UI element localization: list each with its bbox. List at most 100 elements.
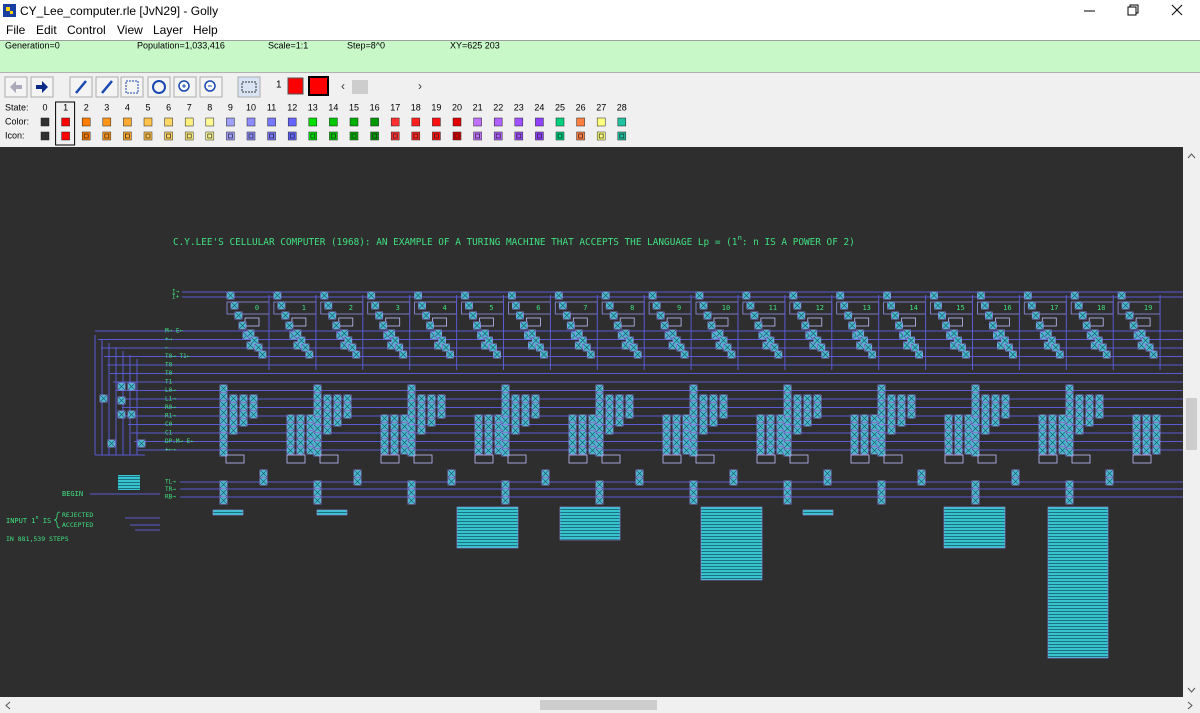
- state-number[interactable]: 11: [267, 102, 276, 112]
- state-number[interactable]: 13: [308, 102, 318, 112]
- state-color[interactable]: [370, 117, 379, 127]
- state-icon[interactable]: [164, 131, 173, 141]
- state-color[interactable]: [143, 117, 153, 127]
- state-color[interactable]: [617, 117, 627, 127]
- menu-item[interactable]: Help: [193, 23, 218, 37]
- state-icon[interactable]: [246, 131, 256, 141]
- state-icon[interactable]: [226, 131, 235, 141]
- state-icon[interactable]: [123, 131, 132, 141]
- state-number[interactable]: 28: [617, 102, 627, 112]
- state-color[interactable]: [123, 117, 132, 127]
- state-icon[interactable]: [514, 131, 524, 141]
- state-number[interactable]: 6: [166, 102, 171, 112]
- menu-item[interactable]: File: [6, 23, 26, 37]
- state-number[interactable]: 27: [596, 102, 606, 112]
- pick-tool[interactable]: [95, 76, 119, 98]
- state-number[interactable]: 3: [104, 102, 109, 112]
- state-number[interactable]: 8: [207, 102, 212, 112]
- state-icon[interactable]: [535, 131, 544, 141]
- state-number[interactable]: 0: [42, 102, 47, 112]
- scroll-down[interactable]: [1187, 687, 1196, 693]
- state-number[interactable]: 18: [411, 102, 421, 112]
- state-number[interactable]: 12: [287, 102, 297, 112]
- menu-item[interactable]: Layer: [153, 23, 183, 37]
- state-icon[interactable]: [576, 131, 585, 141]
- state-color[interactable]: [267, 117, 276, 127]
- show-states-button[interactable]: [237, 76, 261, 98]
- state-icon[interactable]: [555, 131, 565, 141]
- state-number[interactable]: 21: [473, 102, 483, 112]
- state-icon[interactable]: [493, 131, 503, 141]
- state-scroll-thumb[interactable]: [352, 80, 368, 94]
- state-number[interactable]: 7: [187, 102, 192, 112]
- state-color[interactable]: [535, 117, 544, 127]
- state-icon[interactable]: [329, 131, 338, 141]
- state-number[interactable]: 17: [390, 102, 400, 112]
- state-number[interactable]: 15: [349, 102, 359, 112]
- state-icon[interactable]: [473, 131, 482, 141]
- state-icon[interactable]: [102, 131, 112, 141]
- draw-state-swatch[interactable]: [287, 77, 304, 95]
- state-number[interactable]: 10: [246, 102, 256, 112]
- scroll-up[interactable]: [1187, 153, 1196, 159]
- state-number[interactable]: 25: [555, 102, 565, 112]
- selected-state-swatch[interactable]: [308, 76, 329, 96]
- state-color[interactable]: [308, 117, 318, 127]
- state-icon[interactable]: [308, 131, 318, 141]
- scroll-left-arrow[interactable]: [5, 701, 11, 710]
- state-color[interactable]: [40, 117, 50, 127]
- horizontal-scroll-thumb[interactable]: [540, 700, 657, 710]
- state-number[interactable]: 24: [534, 102, 544, 112]
- state-icon[interactable]: [205, 131, 215, 141]
- state-color[interactable]: [184, 117, 194, 127]
- restore-button[interactable]: [1127, 4, 1139, 16]
- state-number[interactable]: 5: [145, 102, 150, 112]
- state-number[interactable]: 19: [431, 102, 441, 112]
- select-tool[interactable]: [120, 76, 144, 98]
- state-color[interactable]: [164, 117, 173, 127]
- state-color[interactable]: [473, 117, 482, 127]
- scroll-right[interactable]: ›: [418, 79, 422, 93]
- state-color[interactable]: [432, 117, 441, 127]
- state-color[interactable]: [390, 117, 400, 127]
- state-icon[interactable]: [267, 131, 276, 141]
- vertical-scroll-thumb[interactable]: [1186, 398, 1197, 450]
- state-number[interactable]: 22: [493, 102, 503, 112]
- state-number[interactable]: 23: [514, 102, 524, 112]
- state-icon[interactable]: [596, 131, 606, 141]
- forward-button[interactable]: [30, 76, 54, 98]
- state-number[interactable]: 2: [84, 102, 89, 112]
- state-number[interactable]: 16: [370, 102, 380, 112]
- state-color[interactable]: [61, 117, 70, 127]
- state-icon[interactable]: [81, 131, 91, 141]
- close-button[interactable]: [1171, 4, 1183, 16]
- menu-item[interactable]: Control: [67, 23, 106, 37]
- state-icon[interactable]: [432, 131, 441, 141]
- menu-item[interactable]: View: [117, 23, 143, 37]
- zoom-in-tool[interactable]: [173, 76, 197, 98]
- state-icon[interactable]: [287, 131, 297, 141]
- state-icon[interactable]: [390, 131, 400, 141]
- state-icon[interactable]: [411, 131, 421, 141]
- state-color[interactable]: [452, 117, 462, 127]
- state-color[interactable]: [555, 117, 565, 127]
- move-tool[interactable]: [147, 76, 171, 98]
- state-color[interactable]: [329, 117, 338, 127]
- draw-tool[interactable]: [69, 76, 93, 98]
- state-number[interactable]: 20: [452, 102, 462, 112]
- state-color[interactable]: [226, 117, 235, 127]
- state-number[interactable]: 26: [576, 102, 586, 112]
- state-color[interactable]: [246, 117, 256, 127]
- state-number[interactable]: 1: [63, 102, 68, 112]
- state-color[interactable]: [514, 117, 524, 127]
- back-button[interactable]: [4, 76, 28, 98]
- state-color[interactable]: [287, 117, 297, 127]
- state-number[interactable]: 9: [228, 102, 233, 112]
- state-color[interactable]: [205, 117, 215, 127]
- state-color[interactable]: [102, 117, 112, 127]
- state-color[interactable]: [596, 117, 606, 127]
- state-icon[interactable]: [61, 131, 70, 141]
- state-icon[interactable]: [184, 131, 194, 141]
- state-color[interactable]: [576, 117, 585, 127]
- scroll-right-arrow[interactable]: [1187, 701, 1193, 710]
